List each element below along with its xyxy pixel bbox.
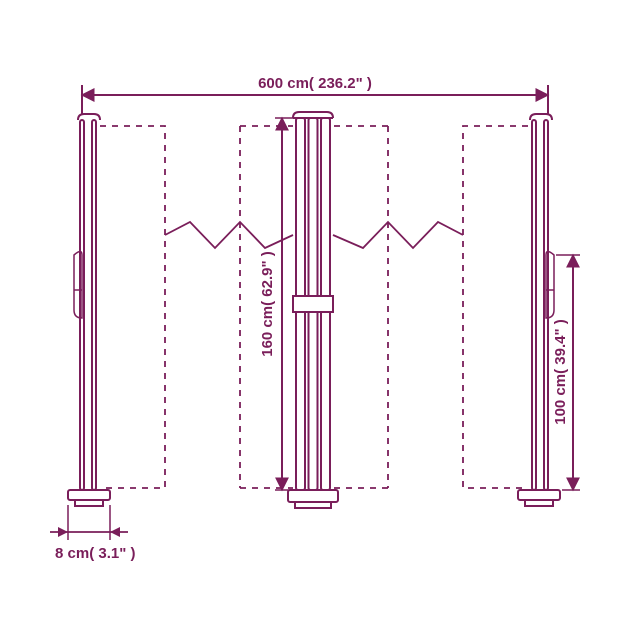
dim-height-label: 160 cm( 62.9" ) [259,251,276,357]
center-column [288,112,338,508]
left-post [68,114,110,506]
right-post [518,114,560,506]
dimension-diagram: 600 cm( 236.2" ) [0,0,620,620]
dim-base-label: 8 cm( 3.1" ) [55,545,135,562]
dim-width-label: 600 cm( 236.2" ) [258,75,372,92]
dashed-screen-right [333,126,528,488]
dim-pole-label: 100 cm( 39.4" ) [552,319,569,425]
